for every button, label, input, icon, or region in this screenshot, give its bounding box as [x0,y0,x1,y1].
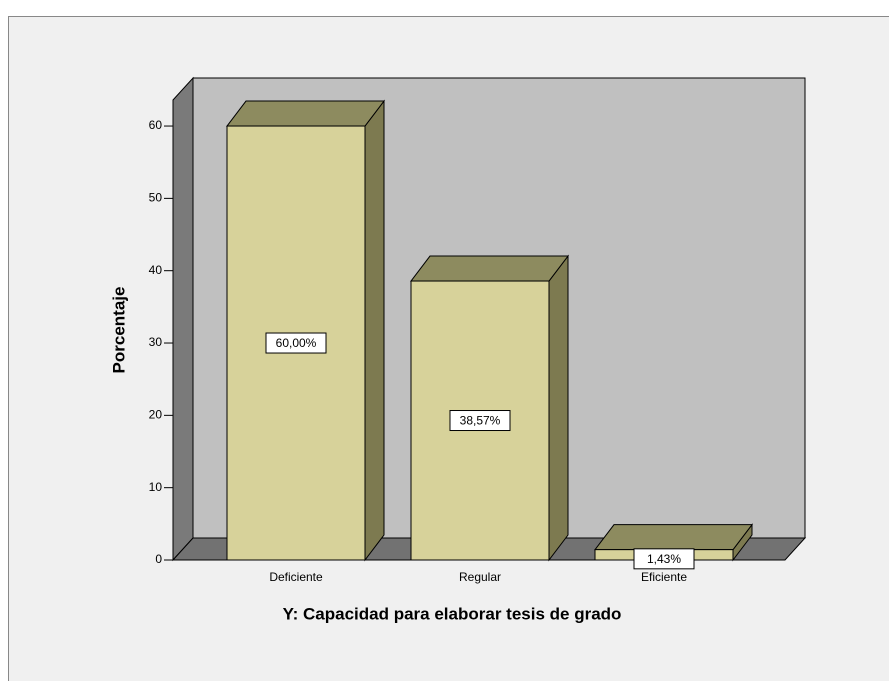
value-label-box [265,332,327,354]
bar-top [225,100,386,127]
y-tick-label: 30 [149,335,163,349]
y-tick-label: 60 [149,118,163,132]
value-label-box [633,548,695,570]
left-wall [172,76,194,562]
bar-top [593,524,754,551]
value-label: 1,43% [647,552,681,566]
y-axis-title: Porcentaje [109,287,128,374]
x-tick-label: Deficiente [269,570,323,584]
x-axis-title: Y: Capacidad para elaborar tesis de grad… [283,604,622,623]
value-label: 60,00% [276,336,317,350]
bar-side [548,254,569,562]
value-label: 38,57% [460,414,501,428]
y-tick-label: 0 [155,552,162,566]
x-tick-label: Regular [459,570,501,584]
bar-top [409,255,570,282]
value-label-box [449,410,511,432]
y-tick-label: 50 [149,191,163,205]
y-tick-label: 20 [149,408,163,422]
y-tick-label: 40 [149,263,163,277]
y-tick-label: 10 [149,480,163,494]
x-tick-label: Eficiente [641,570,687,584]
bar-side [364,99,385,562]
